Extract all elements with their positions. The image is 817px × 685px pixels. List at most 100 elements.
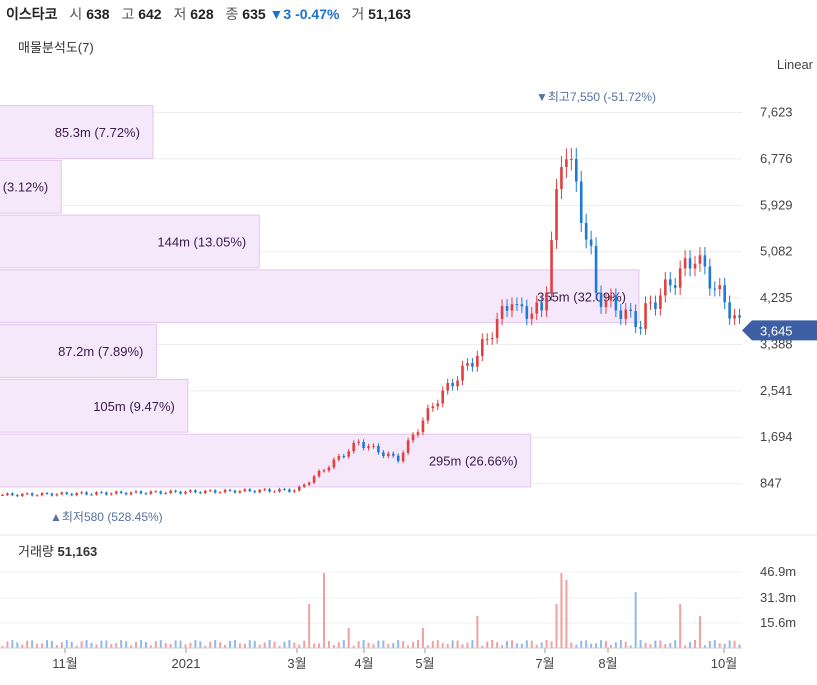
volume-bar <box>639 640 642 648</box>
candle-body <box>362 441 365 448</box>
volume-bar <box>41 643 44 648</box>
candle-body <box>174 490 177 492</box>
candle-body <box>70 494 74 496</box>
volume-bar <box>179 640 182 648</box>
candle-body <box>609 295 613 301</box>
candle-body <box>95 492 98 495</box>
candle-body <box>55 494 59 496</box>
time-tick-label: 2021 <box>172 656 201 671</box>
volume-value: 51,163 <box>368 6 411 22</box>
volume-bar <box>525 640 528 648</box>
volume-bar <box>520 643 523 648</box>
candle-body <box>510 304 514 311</box>
volume-bar <box>382 640 385 648</box>
candle-body <box>604 300 608 308</box>
candle-body <box>45 493 49 495</box>
volume-bar <box>713 640 716 648</box>
volume-bar <box>253 640 256 648</box>
volume-bar <box>125 641 128 648</box>
volume-bar <box>570 642 573 648</box>
candle-body <box>698 255 702 264</box>
candle-body <box>243 489 247 492</box>
volume-bar <box>604 640 607 648</box>
volume-bar <box>318 643 321 648</box>
candle-body <box>293 490 296 492</box>
candle-body <box>614 295 618 311</box>
last-price-label: 3,645 <box>760 323 793 338</box>
volume-profile-title[interactable]: 매물분석도(7) <box>18 40 94 55</box>
volume-bar <box>684 645 687 648</box>
volume-profile-label: 295m (26.66%) <box>429 454 518 469</box>
volume-bar <box>164 643 167 648</box>
volume-bar <box>609 645 612 648</box>
volume-bar <box>451 640 454 648</box>
volume-bar <box>669 643 672 648</box>
candle-body <box>431 406 435 409</box>
volume-bar <box>105 640 108 648</box>
volume-bar <box>689 641 692 648</box>
candle-body <box>129 492 133 495</box>
candle-body <box>194 490 197 493</box>
candle-body <box>228 489 232 491</box>
volume-bar <box>614 642 617 648</box>
volume-bar <box>60 642 63 648</box>
high-label: 고 <box>121 6 135 22</box>
volume-bar <box>436 640 439 648</box>
volume-bar <box>718 643 721 648</box>
open-label: 시 <box>69 6 83 22</box>
candle-body <box>579 181 583 223</box>
volume-bar <box>115 643 118 648</box>
volume-bar <box>372 644 375 648</box>
volume-bar <box>629 645 632 648</box>
volume-bar <box>496 642 499 648</box>
candle-body <box>495 319 499 338</box>
volume-panel-value: 51,163 <box>57 544 98 559</box>
volume-bar <box>362 640 365 648</box>
candle-body <box>110 493 113 495</box>
volume-profile-bar <box>0 324 157 378</box>
volume-bar <box>70 641 73 648</box>
high-annotation: ▼최고7,550 (-51.72%) <box>536 90 656 104</box>
candle-body <box>505 306 509 311</box>
candle-body <box>589 239 593 246</box>
candle-body <box>100 492 103 494</box>
volume-bar <box>352 645 355 648</box>
candle-body <box>406 440 410 453</box>
candle-body <box>105 492 108 495</box>
candle-body <box>436 403 440 407</box>
volume-bar <box>258 644 261 648</box>
candle-body <box>144 493 148 495</box>
volume-bar <box>624 641 627 648</box>
candle-body <box>302 484 306 487</box>
volume-panel-label: 거래량 51,163 <box>18 541 97 560</box>
volume-bar <box>698 616 701 648</box>
candle-body <box>367 446 370 448</box>
candle-body <box>312 476 316 483</box>
volume-bar <box>21 644 24 648</box>
volume-bar <box>26 640 29 648</box>
volume-bar <box>402 641 405 648</box>
candle-body <box>723 285 726 303</box>
volume-bar <box>575 644 578 648</box>
time-tick-label: 4월 <box>354 656 373 671</box>
candle-body <box>238 491 242 493</box>
volume-bar <box>16 642 19 648</box>
volume-bar <box>367 642 370 648</box>
volume-bar <box>431 641 434 648</box>
candle-body <box>644 303 647 329</box>
candle-body <box>401 452 405 462</box>
volume-bar <box>323 573 326 648</box>
price-tick-label: 1,694 <box>760 429 793 444</box>
volume-bar <box>545 640 548 648</box>
volume-bar <box>590 643 593 648</box>
candle-body <box>574 159 578 182</box>
volume-bar <box>738 644 741 648</box>
scale-mode[interactable]: Linear <box>776 57 813 72</box>
candle-body <box>203 490 207 494</box>
volume-tick-label: 31.3m <box>760 590 796 605</box>
candle-body <box>317 470 321 477</box>
volume-bar <box>426 645 429 648</box>
candle-body <box>456 380 459 387</box>
candle-body <box>728 302 731 319</box>
